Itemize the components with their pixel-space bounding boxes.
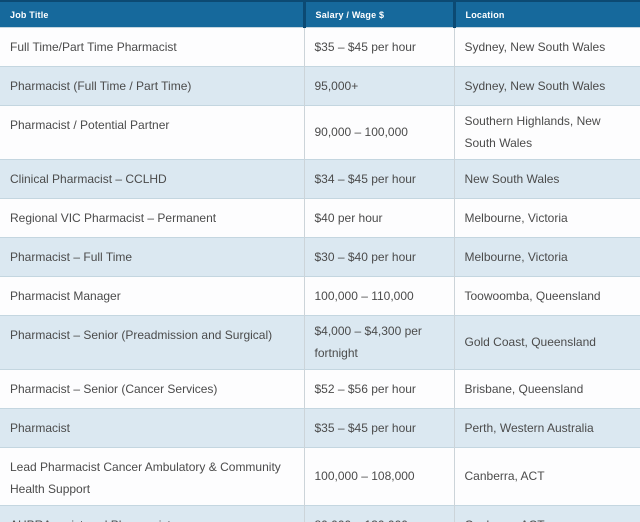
table-row: Full Time/Part Time Pharmacist $35 – $45…	[0, 27, 640, 67]
salary-cell: 80,000 – 130,000	[303, 505, 454, 522]
header-location: Location	[452, 0, 640, 28]
job-title-cell: Pharmacist (Full Time / Part Time)	[0, 66, 304, 106]
salary-cell: $52 – $56 per hour	[303, 369, 454, 409]
location-cell: Brisbane, Queensland	[453, 369, 640, 409]
location-cell: Toowoomba, Queensland	[453, 276, 640, 316]
location-cell: New South Wales	[453, 159, 640, 199]
job-title-cell: AHPRA registered Pharmacist	[0, 505, 304, 522]
job-title-cell: Regional VIC Pharmacist – Permanent	[0, 198, 304, 238]
table-row: Regional VIC Pharmacist – Permanent $40 …	[0, 198, 640, 238]
location-cell: Sydney, New South Wales	[453, 66, 640, 106]
location-cell: Gold Coast, Queensland	[453, 315, 640, 370]
table-row: Pharmacist (Full Time / Part Time) 95,00…	[0, 66, 640, 106]
location-cell: Southern Highlands, New South Wales	[453, 105, 640, 160]
header-salary-wage: Salary / Wage $	[302, 0, 454, 28]
salary-cell: 95,000+	[303, 66, 454, 106]
salary-cell: $34 – $45 per hour	[303, 159, 454, 199]
table-row: AHPRA registered Pharmacist 80,000 – 130…	[0, 505, 640, 522]
location-cell: Canberra, ACT	[453, 505, 640, 522]
table-row: Pharmacist – Senior (Preadmission and Su…	[0, 315, 640, 370]
table-row: Lead Pharmacist Cancer Ambulatory & Comm…	[0, 447, 640, 506]
job-title-cell: Pharmacist – Senior (Cancer Services)	[0, 369, 304, 409]
table-row: Pharmacist – Senior (Cancer Services) $5…	[0, 369, 640, 409]
salary-cell: 90,000 – 100,000	[303, 105, 454, 160]
job-title-cell: Pharmacist	[0, 408, 304, 448]
table-header: Job Title Salary / Wage $ Location	[0, 0, 640, 28]
location-cell: Melbourne, Victoria	[453, 237, 640, 277]
table-row: Pharmacist Manager 100,000 – 110,000 Too…	[0, 276, 640, 316]
location-cell: Sydney, New South Wales	[453, 27, 640, 67]
salary-cell: $30 – $40 per hour	[303, 237, 454, 277]
job-title-cell: Clinical Pharmacist – CCLHD	[0, 159, 304, 199]
location-cell: Perth, Western Australia	[453, 408, 640, 448]
job-title-cell: Full Time/Part Time Pharmacist	[0, 27, 304, 67]
table-row: Clinical Pharmacist – CCLHD $34 – $45 pe…	[0, 159, 640, 199]
job-title-cell: Pharmacist – Full Time	[0, 237, 304, 277]
salary-cell: $4,000 – $4,300 per fortnight	[303, 315, 454, 370]
salary-cell: 100,000 – 110,000	[303, 276, 454, 316]
job-title-cell: Lead Pharmacist Cancer Ambulatory & Comm…	[0, 447, 304, 506]
job-title-cell: Pharmacist / Potential Partner	[0, 105, 304, 160]
salary-cell: 100,000 – 108,000	[303, 447, 454, 506]
salary-cell: $40 per hour	[303, 198, 454, 238]
location-cell: Canberra, ACT	[453, 447, 640, 506]
salary-cell: $35 – $45 per hour	[303, 408, 454, 448]
job-title-cell: Pharmacist – Senior (Preadmission and Su…	[0, 315, 304, 370]
table-row: Pharmacist – Full Time $30 – $40 per hou…	[0, 237, 640, 277]
header-row: Job Title Salary / Wage $ Location	[0, 0, 640, 28]
table-body: Full Time/Part Time Pharmacist $35 – $45…	[0, 27, 640, 522]
location-cell: Melbourne, Victoria	[453, 198, 640, 238]
job-title-cell: Pharmacist Manager	[0, 276, 304, 316]
header-job-title: Job Title	[0, 0, 304, 28]
table-row: Pharmacist / Potential Partner 90,000 – …	[0, 105, 640, 160]
salary-cell: $35 – $45 per hour	[303, 27, 454, 67]
table-row: Pharmacist $35 – $45 per hour Perth, Wes…	[0, 408, 640, 448]
